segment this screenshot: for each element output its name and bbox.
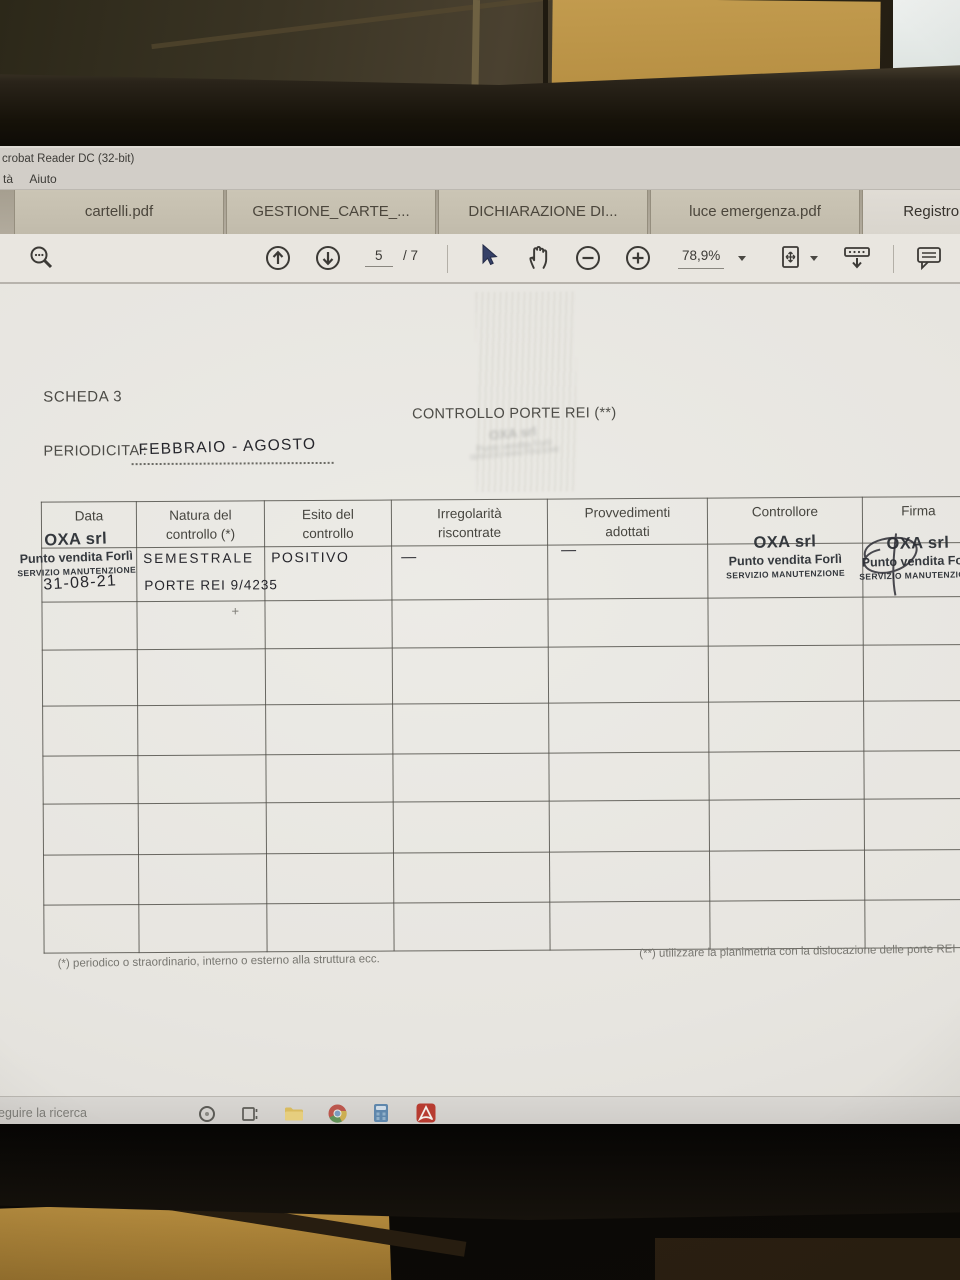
- toolbar-divider: [447, 245, 448, 273]
- tab-cartelli[interactable]: cartelli.pdf: [14, 190, 224, 234]
- pdf-page: SCHEDA 3 CONTROLLO PORTE REI (**) OXA sr…: [0, 281, 960, 1099]
- table-row: [42, 700, 960, 757]
- next-page-icon[interactable]: [314, 243, 342, 273]
- table-row: [42, 644, 960, 707]
- previous-page-icon[interactable]: [264, 243, 292, 273]
- sheet-label: SCHEDA 3: [43, 388, 123, 406]
- header-controllore: Controllore: [707, 497, 863, 545]
- header-esito: Esito del controllo: [264, 500, 392, 547]
- chrome-icon[interactable]: [328, 1104, 347, 1123]
- window-title: crobat Reader DC (32-bit): [0, 148, 960, 170]
- acrobat-toolbar: 5 / 7 78,9%: [0, 234, 960, 284]
- header-natura: Natura del controllo (*): [136, 500, 265, 548]
- page-number-input[interactable]: 5: [365, 248, 393, 267]
- fit-page-dropdown-caret[interactable]: [810, 256, 818, 261]
- tab-dichiarazione[interactable]: DICHIARAZIONE DI...: [438, 190, 648, 234]
- table-row: [43, 849, 960, 906]
- header-provvedimenti: Provvedimenti adottati: [547, 498, 708, 546]
- cortana-icon[interactable]: [197, 1104, 217, 1124]
- page-total-label: / 7: [403, 248, 419, 263]
- file-explorer-icon[interactable]: [284, 1106, 304, 1122]
- tab-registro-active[interactable]: Registro An: [862, 190, 960, 234]
- windows-taskbar: eguire la ricerca: [0, 1096, 960, 1128]
- calculator-icon[interactable]: [373, 1103, 389, 1123]
- tab-luce-emergenza[interactable]: luce emergenza.pdf: [650, 190, 860, 234]
- taskbar-search-text[interactable]: eguire la ricerca: [0, 1106, 87, 1120]
- zoom-level-value[interactable]: 78,9%: [678, 248, 725, 269]
- document-title: CONTROLLO PORTE REI (**): [412, 405, 617, 423]
- acrobat-icon[interactable]: [416, 1103, 436, 1123]
- hide-toolbar-icon[interactable]: [842, 243, 872, 273]
- photo-glare: [475, 291, 577, 493]
- pdf-document-area: SCHEDA 3 CONTROLLO PORTE REI (**) OXA sr…: [0, 284, 960, 1096]
- toolbar-divider: [893, 245, 894, 273]
- zoom-in-icon[interactable]: [624, 243, 652, 273]
- table-header-row: Data Natura del controllo (*) Esito del …: [41, 496, 960, 549]
- monitor-screen: crobat Reader DC (32-bit) tà Aiuto carte…: [0, 146, 960, 1128]
- monitor-bezel-bottom: [0, 1124, 960, 1220]
- table-row: [42, 750, 960, 805]
- menu-bar: tà Aiuto: [0, 170, 960, 190]
- task-view-icon[interactable]: [240, 1104, 260, 1124]
- menu-item-truncated[interactable]: tà: [3, 172, 14, 186]
- header-data: Data: [41, 501, 137, 549]
- table-row-filled: [41, 542, 960, 603]
- control-table: Data Natura del controllo (*) Esito del …: [41, 496, 960, 954]
- document-tab-bar: cartelli.pdf GESTIONE_CARTE_... DICHIARA…: [0, 190, 960, 234]
- cubicle-partition-edge: [543, 0, 548, 120]
- zoom-dropdown-caret[interactable]: [738, 256, 746, 261]
- header-firma: Firma: [862, 496, 960, 544]
- selection-tool-icon[interactable]: [476, 241, 500, 271]
- table-row: [43, 899, 960, 954]
- table-row: [41, 596, 960, 651]
- table-row: [43, 798, 960, 856]
- desk-shadow-right: [655, 1238, 960, 1280]
- zoom-out-icon[interactable]: [574, 243, 602, 273]
- comment-icon[interactable]: [914, 243, 944, 273]
- hand-tool-icon[interactable]: [524, 241, 552, 271]
- tab-gestione-carte[interactable]: GESTIONE_CARTE_...: [226, 190, 436, 234]
- ceiling-beam: [151, 0, 579, 50]
- fit-page-icon[interactable]: [778, 243, 804, 273]
- search-icon[interactable]: [28, 243, 56, 273]
- footnote-left: (*) periodico o straordinario, interno o…: [57, 953, 380, 970]
- header-irregolarita: Irregolarità riscontrate: [391, 499, 548, 547]
- menu-item-help[interactable]: Aiuto: [29, 172, 57, 186]
